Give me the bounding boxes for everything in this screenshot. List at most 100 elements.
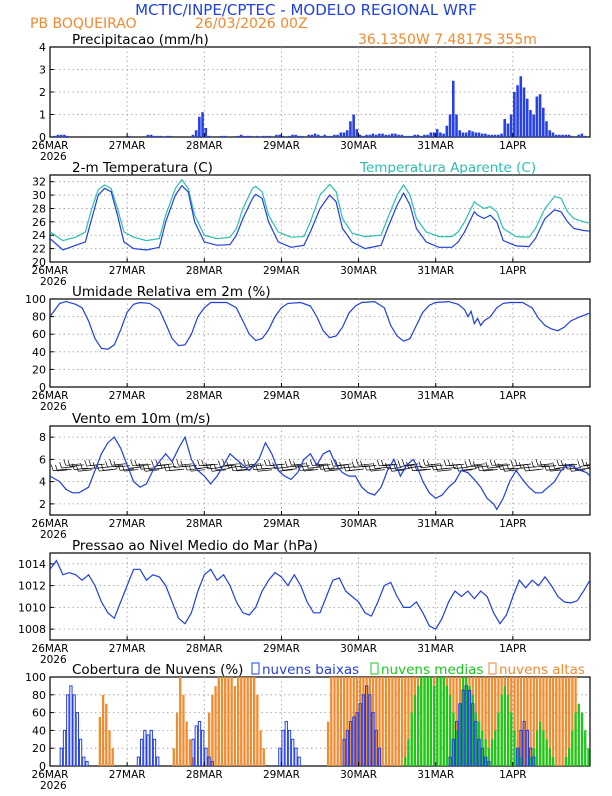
wind-barb-flag: [514, 459, 518, 466]
cloud-bar-nuvens-altas: [555, 677, 558, 766]
cloud-bar-nuvens-baixas: [474, 721, 478, 766]
wind-barb-flag: [163, 464, 167, 472]
wind-barb-flag: [293, 461, 296, 468]
cloud-bar-nuvens-altas: [375, 677, 378, 766]
legend-swatch: [488, 662, 497, 675]
cloud-bar-nuvens-altas: [548, 677, 552, 766]
wind-barb-flag: [63, 459, 67, 466]
cloud-bar-nuvens-altas: [243, 677, 246, 766]
cloud-bar-nuvens-medias: [539, 721, 542, 766]
wind-barb-flag: [393, 463, 397, 470]
precip-bar: [410, 135, 413, 137]
cloud-bar-nuvens-medias: [568, 748, 571, 766]
cloud-bar-nuvens-altas: [326, 721, 330, 766]
cloud-bar-nuvens-baixas: [532, 756, 536, 766]
cloud-bar-nuvens-altas: [111, 748, 114, 766]
cloud-bar-nuvens-medias: [584, 730, 587, 766]
cloud-bar-nuvens-altas: [188, 739, 192, 766]
wind-barb: [537, 463, 552, 466]
wind-barb: [479, 468, 494, 471]
legend-swatch: [370, 662, 379, 675]
precip-bar: [403, 135, 407, 137]
cloud-bar-nuvens-baixas: [72, 694, 76, 766]
x-tick-label: 30MAR: [340, 390, 377, 402]
cloud-bar-nuvens-altas: [490, 677, 494, 766]
wind-barb-flag: [255, 465, 259, 472]
header-run: 26/03/2026 00Z: [195, 16, 308, 32]
wind-barb-flag: [138, 463, 142, 470]
wind-barb: [324, 469, 339, 472]
precip-bar: [278, 134, 282, 137]
cloud-bar-nuvens-medias: [474, 712, 478, 766]
wind-barb: [211, 469, 227, 472]
cloud-bar-nuvens-medias: [551, 757, 555, 766]
precip-bar: [361, 135, 365, 137]
cloud-bar-nuvens-baixas: [62, 729, 67, 766]
legend-apparent-temp: Temperatura Aparente (C): [359, 160, 536, 176]
wind-barb-flag: [172, 461, 175, 468]
precip-bar: [529, 110, 532, 137]
cloud-bar-nuvens-baixas: [464, 685, 468, 766]
precip-bar: [358, 134, 362, 137]
cloud-bar-nuvens-medias: [494, 730, 497, 766]
x-tick-label: 1APR: [499, 643, 527, 655]
x-tick-label: 29MAR: [263, 265, 300, 277]
cloud-bar-nuvens-altas: [352, 677, 355, 766]
panel-title: Cobertura de Nuvens (%): [72, 662, 243, 678]
legend-swatch: [251, 662, 260, 675]
precip-bar: [165, 135, 169, 137]
x-tick-year: 2026: [40, 654, 67, 666]
cloud-bar-nuvens-medias: [416, 685, 420, 766]
cloud-bar-nuvens-altas: [484, 677, 487, 766]
cloud-bar-nuvens-altas: [249, 677, 253, 766]
x-tick-label: 31MAR: [417, 265, 454, 277]
cloud-bar-nuvens-baixas: [284, 721, 288, 766]
wind-barb-flag: [96, 464, 100, 472]
cloud-bar-nuvens-altas: [381, 677, 384, 766]
precip-bar: [153, 135, 156, 137]
x-tick-label: 28MAR: [186, 390, 223, 402]
x-tick-label: 1APR: [499, 769, 527, 781]
precip-bar: [522, 87, 526, 137]
wind-barb-flag: [167, 464, 171, 471]
cloud-bar-nuvens-altas: [172, 748, 175, 766]
y-tick-label: 0: [39, 381, 46, 394]
wind-barb: [299, 468, 314, 471]
x-tick-year: 2026: [40, 151, 67, 163]
wind-barb-flag: [397, 460, 401, 467]
wind-barb: [337, 463, 352, 466]
x-tick-label: 29MAR: [263, 518, 300, 530]
wind-barb-flag: [247, 460, 250, 467]
precip-bar: [281, 135, 285, 137]
cloud-bar-nuvens-altas: [240, 677, 243, 766]
wind-barb-flag: [493, 460, 497, 467]
cloud-bar-nuvens-baixas: [345, 729, 350, 766]
cloud-bar-nuvens-medias: [574, 712, 577, 766]
wind-barb-flag: [75, 465, 79, 472]
panel-frame: [49, 298, 591, 388]
wind-barb: [203, 463, 218, 467]
precip-bar: [558, 134, 561, 137]
cloud-bar-nuvens-baixas: [471, 703, 475, 766]
precip-bar: [371, 133, 375, 137]
precip-bar: [156, 135, 159, 137]
wind-barb-flag: [280, 464, 284, 471]
wind-barb-flag: [468, 459, 472, 466]
panel-content: [50, 47, 590, 137]
y-tick-label: 40: [32, 724, 46, 737]
y-tick-label: 1010: [18, 601, 46, 614]
precip-bar: [458, 130, 462, 137]
precip-bar: [564, 134, 568, 137]
cloud-bar-nuvens-baixas: [69, 685, 73, 766]
precip-bar: [413, 134, 417, 137]
cloud-bar-nuvens-baixas: [85, 761, 89, 766]
cloud-bar-nuvens-altas: [564, 677, 568, 766]
wind-barb-flag: [105, 460, 108, 468]
wind-barb: [78, 469, 93, 472]
x-tick-label: 26MAR: [32, 518, 69, 530]
y-tick-label: 32: [32, 176, 46, 189]
y-tick-label: 30: [32, 189, 46, 202]
cloud-bar-nuvens-altas: [182, 694, 185, 766]
